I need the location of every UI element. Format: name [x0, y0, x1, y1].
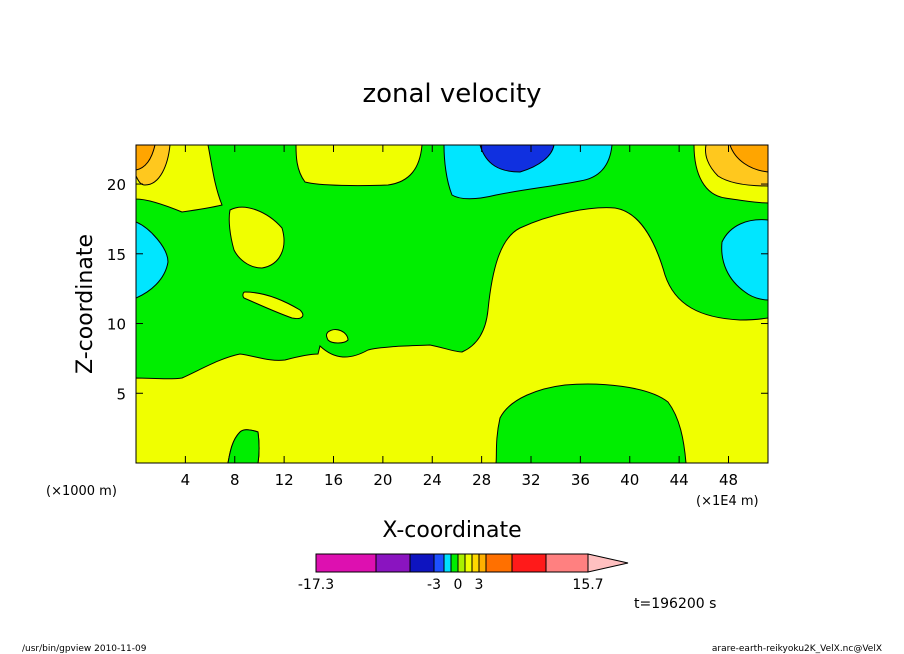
- colorbar-band: [409, 553, 435, 573]
- x-tick-label: 8: [230, 471, 240, 489]
- region-blue-top: [479, 145, 555, 173]
- x-tick-label: 28: [472, 471, 491, 489]
- colorbar-band: [464, 553, 473, 573]
- colorbar-tick-label: 3: [475, 577, 484, 593]
- region-cyan-top: [443, 145, 613, 200]
- island-green-bottom: [227, 429, 260, 463]
- y-axis-ticks: 5 10 15 20: [107, 176, 768, 403]
- x-tick-label: 36: [571, 471, 590, 489]
- island-yellow-3: [326, 329, 349, 344]
- x-tick-label: 48: [719, 471, 738, 489]
- x-tick-label: 40: [620, 471, 639, 489]
- island-yellow-1: [228, 206, 285, 269]
- region-cyan-left: [136, 221, 169, 299]
- colorbar-band: [315, 553, 377, 573]
- chart-title: zonal velocity: [362, 79, 541, 109]
- y-axis-label: Z-coordinate: [73, 234, 98, 374]
- x-tick-label: 16: [324, 471, 343, 489]
- colorbar-band: [443, 553, 452, 573]
- colorbar-arrow: [587, 553, 629, 573]
- colorbar-band: [511, 553, 547, 573]
- x-tick-label: 12: [275, 471, 294, 489]
- colorbar: -17.3 -3 0 3 15.7: [298, 553, 629, 593]
- y-tick-label: 20: [107, 176, 126, 194]
- x-tick-label: 24: [423, 471, 442, 489]
- colorbar-band: [478, 553, 487, 573]
- colorbar-tick-label: 0: [454, 577, 463, 593]
- colorbar-band: [433, 553, 445, 573]
- x-tick-label: 4: [181, 471, 191, 489]
- x-unit-left-label: (×1000 m): [46, 484, 117, 499]
- footer-right: arare-earth-reikyoku2K_VelX.nc@VelX: [712, 644, 882, 654]
- time-label: t=196200 s: [634, 596, 716, 612]
- region-yellow-top: [295, 145, 423, 187]
- region-cyan-right: [721, 219, 768, 301]
- colorbar-band: [471, 553, 480, 573]
- colorbar-band: [545, 553, 589, 573]
- x-tick-label: 32: [521, 471, 540, 489]
- colorbar-band: [485, 553, 513, 573]
- region-yellow-bottom: [136, 207, 768, 463]
- plot-frame: [135, 144, 769, 464]
- island-yellow-2: [242, 291, 304, 319]
- x-axis-label: X-coordinate: [382, 518, 521, 543]
- x-unit-right-label: (×1E4 m): [696, 494, 759, 509]
- x-tick-label: 20: [373, 471, 392, 489]
- colorbar-tick-label: -3: [427, 577, 441, 593]
- y-tick-label: 5: [116, 385, 126, 403]
- footer-left: /usr/bin/gpview 2010-11-09: [22, 644, 147, 654]
- colorbar-tick-label: -17.3: [298, 577, 334, 593]
- contour-plot: [136, 145, 768, 463]
- x-axis-ticks: 4 8 12 16 20 24 28 32 36 40 44 48: [181, 145, 738, 489]
- colorbar-band: [457, 553, 466, 573]
- colorbar-band: [375, 553, 411, 573]
- x-tick-label: 44: [670, 471, 689, 489]
- y-tick-label: 10: [107, 316, 126, 334]
- region-orange-topright: [729, 145, 768, 173]
- colorbar-tick-label: 15.7: [572, 577, 603, 593]
- colorbar-band: [450, 553, 459, 573]
- y-tick-label: 15: [107, 246, 126, 264]
